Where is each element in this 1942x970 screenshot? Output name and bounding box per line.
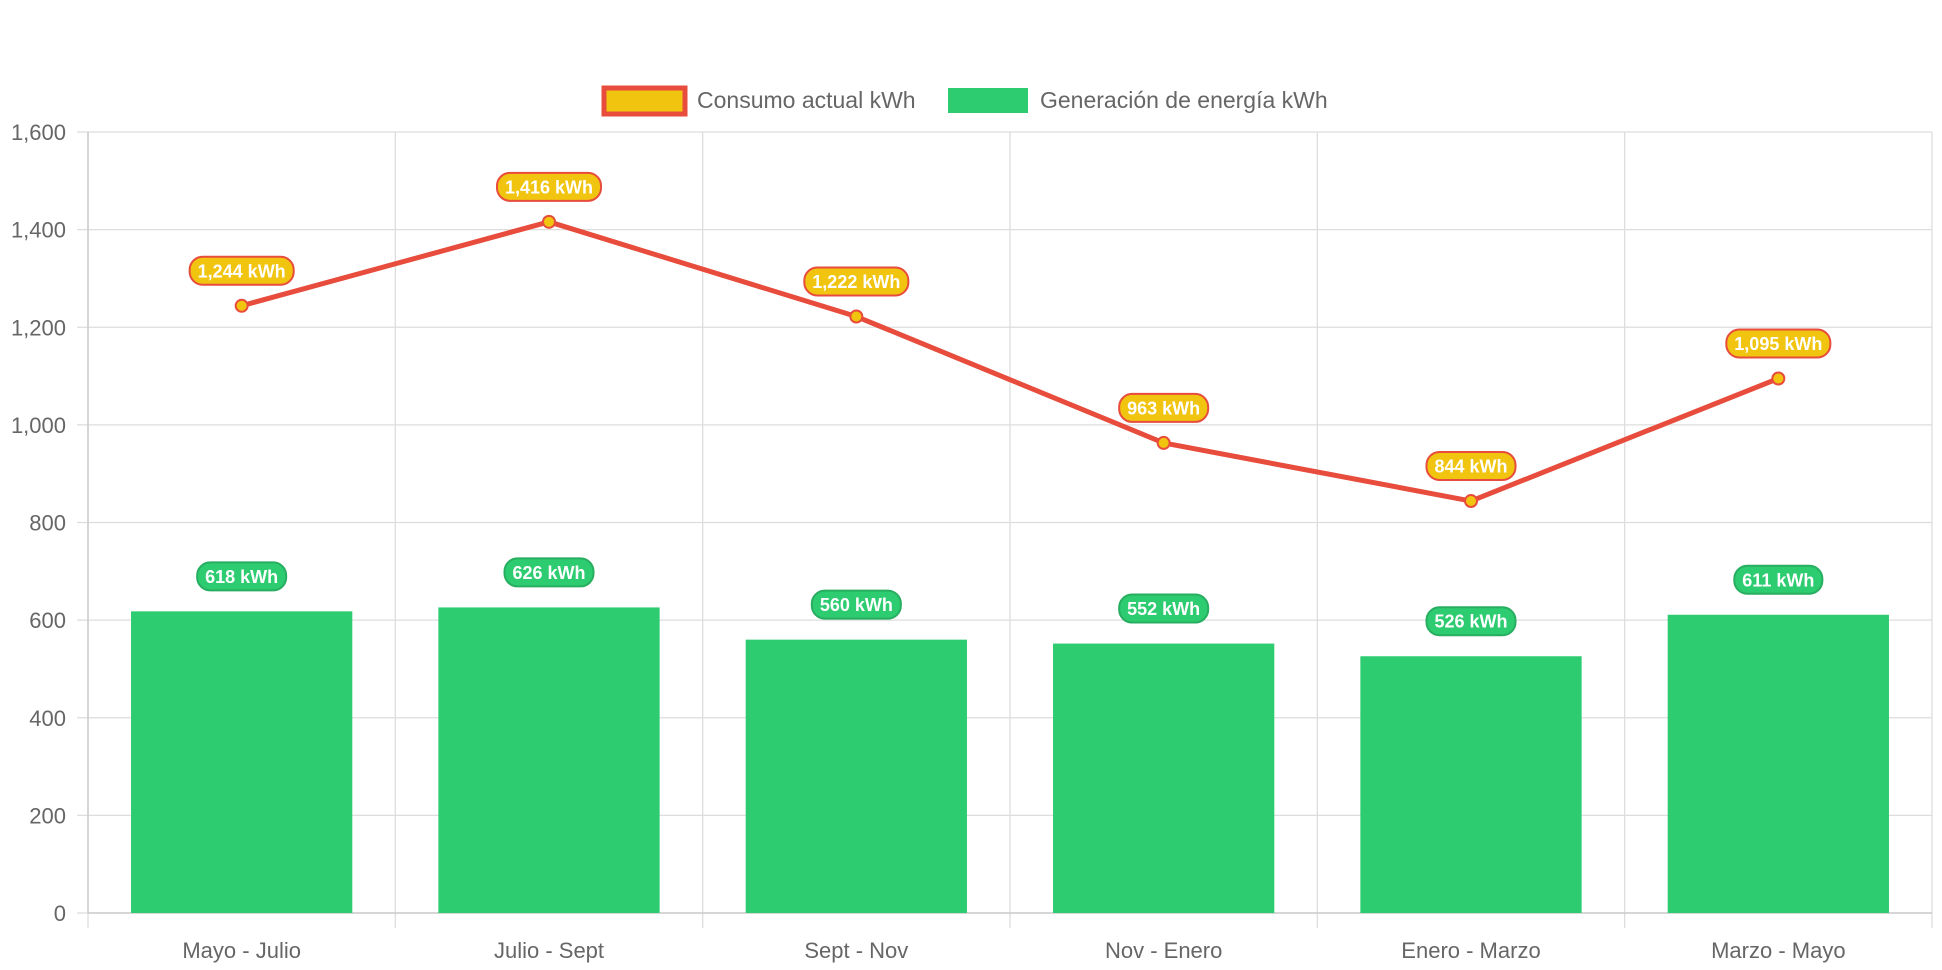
label-consumo: 1,222 kWh	[803, 266, 910, 297]
label-consumo-text: 963 kWh	[1127, 398, 1200, 418]
label-consumo-bg	[495, 171, 603, 202]
label-consumo: 963 kWh	[1118, 392, 1210, 423]
axis-ticks: 0 200 400 600 800 1,000 1,200 1,400 1,600 Mayo - …	[11, 120, 1846, 963]
point-consumo[interactable]	[542, 214, 556, 229]
label-generacion-bg	[810, 589, 902, 620]
x-tick-label: Mayo - Julio	[182, 938, 301, 963]
y-tick-label: 400	[29, 706, 66, 731]
label-generacion-text: 552 kWh	[1127, 599, 1200, 619]
point-consumo[interactable]	[1464, 494, 1478, 509]
label-generacion: 626 kWh	[503, 557, 595, 588]
label-generacion: 618 kWh	[196, 561, 288, 592]
legend-swatch-generacion	[948, 88, 1028, 113]
bar-generacion[interactable]	[131, 611, 353, 913]
label-consumo-text: 1,416 kWh	[505, 177, 593, 197]
legend-label-consumo: Consumo actual kWh	[697, 87, 916, 113]
point-consumo[interactable]	[849, 309, 864, 324]
label-generacion-bg	[1118, 593, 1210, 624]
bar-generacion[interactable]	[745, 639, 967, 913]
y-tick-label: 1,200	[11, 315, 66, 340]
bars	[131, 607, 1889, 913]
label-consumo: 1,095 kWh	[1725, 328, 1832, 359]
label-consumo-bg	[1425, 451, 1517, 482]
label-consumo: 1,244 kWh	[188, 255, 295, 286]
x-tick-label: Sept - Nov	[804, 938, 908, 963]
label-consumo-text: 1,222 kWh	[812, 272, 900, 292]
point-consumo[interactable]	[234, 298, 249, 313]
label-generacion-bg	[1733, 564, 1824, 595]
label-consumo: 1,416 kWh	[495, 171, 603, 202]
y-tick-label: 200	[29, 803, 66, 828]
label-generacion-text: 560 kWh	[820, 595, 893, 615]
bar-generacion[interactable]	[1667, 614, 1889, 913]
x-tick-label: Julio - Sept	[494, 938, 604, 963]
label-consumo-bg	[803, 266, 910, 297]
y-tick-label: 800	[29, 511, 66, 536]
data-labels: 1,244 kWh 1,416 kWh 1,222 kWh 963 kWh 844 kW…	[188, 171, 1832, 637]
x-tick-label: Enero - Marzo	[1401, 938, 1540, 963]
legend: Consumo actual kWh Generación de energía…	[601, 85, 1328, 117]
legend-item-generacion[interactable]: Generación de energía kWh	[948, 87, 1328, 113]
y-tick-label: 1,000	[11, 413, 66, 438]
label-generacion: 552 kWh	[1118, 593, 1210, 624]
label-generacion: 611 kWh	[1733, 564, 1824, 595]
label-consumo-text: 1,244 kWh	[198, 261, 286, 281]
line-consumo	[241, 219, 1780, 504]
label-generacion-text: 611 kWh	[1742, 570, 1814, 590]
bar-generacion[interactable]	[1360, 656, 1582, 913]
label-generacion-bg	[503, 557, 595, 588]
bar-generacion[interactable]	[1053, 643, 1275, 913]
x-tick-label: Nov - Enero	[1105, 938, 1222, 963]
label-generacion: 560 kWh	[810, 589, 902, 620]
grid	[77, 131, 1933, 928]
legend-label-generacion: Generación de energía kWh	[1040, 87, 1328, 113]
point-consumo[interactable]	[1771, 371, 1786, 386]
label-consumo-bg	[188, 255, 295, 286]
label-generacion-text: 526 kWh	[1434, 612, 1507, 632]
y-tick-label: 600	[29, 608, 66, 633]
label-generacion: 526 kWh	[1425, 606, 1517, 637]
label-consumo-text: 1,095 kWh	[1734, 334, 1822, 354]
y-tick-label: 0	[54, 901, 66, 926]
bar-generacion[interactable]	[438, 607, 660, 913]
point-consumo[interactable]	[1156, 435, 1171, 450]
y-tick-label: 1,600	[11, 120, 66, 145]
label-generacion-bg	[196, 561, 288, 592]
label-consumo-text: 844 kWh	[1434, 457, 1507, 477]
consumo-line	[234, 214, 1786, 509]
label-generacion-text: 626 kWh	[512, 563, 585, 583]
legend-swatch-consumo	[601, 85, 688, 117]
label-generacion-text: 618 kWh	[205, 567, 278, 587]
y-tick-label: 1,400	[11, 218, 66, 243]
x-tick-label: Marzo - Mayo	[1711, 938, 1845, 963]
label-consumo: 844 kWh	[1425, 451, 1517, 482]
label-generacion-bg	[1425, 606, 1517, 637]
legend-item-consumo[interactable]: Consumo actual kWh	[601, 85, 916, 117]
label-consumo-bg	[1118, 392, 1210, 423]
label-consumo-bg	[1725, 328, 1832, 359]
